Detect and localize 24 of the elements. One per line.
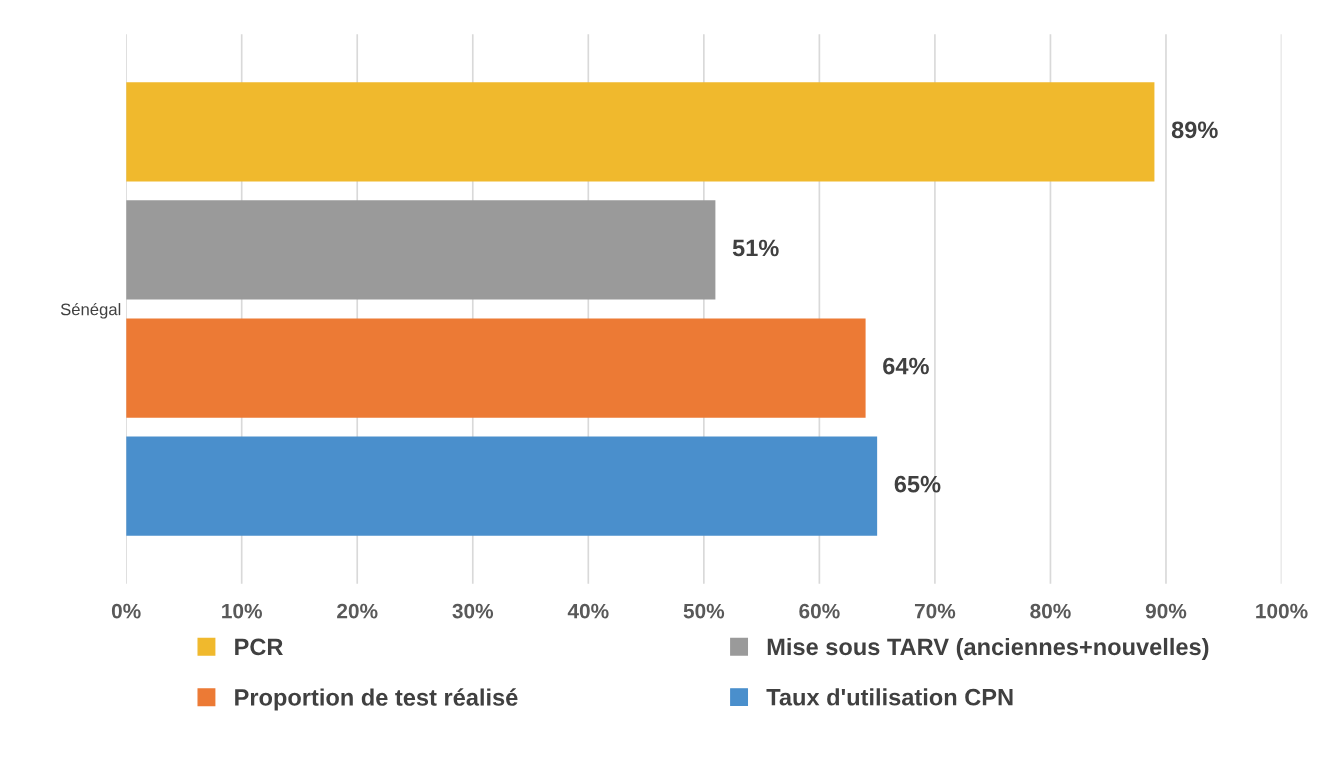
legend-label: PCR xyxy=(235,638,283,656)
x-tick-label: 50% xyxy=(683,603,725,619)
legend-label: Proportion de test réalisé xyxy=(235,688,518,711)
bar xyxy=(126,82,1155,182)
x-tick-label: 90% xyxy=(1145,603,1187,619)
x-tick-label: 60% xyxy=(799,603,840,619)
x-tick-label: 0% xyxy=(111,603,141,619)
legend-label: Taux d'utilisation CPN xyxy=(766,688,1013,706)
data-label: 65% xyxy=(894,475,941,493)
bar xyxy=(126,436,878,536)
x-tick-label: 30% xyxy=(452,603,494,619)
x-tick-label: 70% xyxy=(914,603,956,619)
bar xyxy=(126,318,866,418)
data-label: 89% xyxy=(1171,121,1218,139)
x-tick-label: 10% xyxy=(222,603,262,619)
x-tick-label: 40% xyxy=(567,603,609,619)
bar xyxy=(126,200,716,300)
legend-label: Mise sous TARV (anciennes+nouvelles) xyxy=(767,637,1209,660)
data-label: 64% xyxy=(883,357,929,375)
x-tick-label: 100% xyxy=(1256,603,1308,619)
x-tick-label: 20% xyxy=(337,603,378,619)
x-tick-label: 80% xyxy=(1030,603,1071,619)
data-label: 51% xyxy=(732,239,779,257)
y-tick-label: Sénégal xyxy=(60,302,121,319)
